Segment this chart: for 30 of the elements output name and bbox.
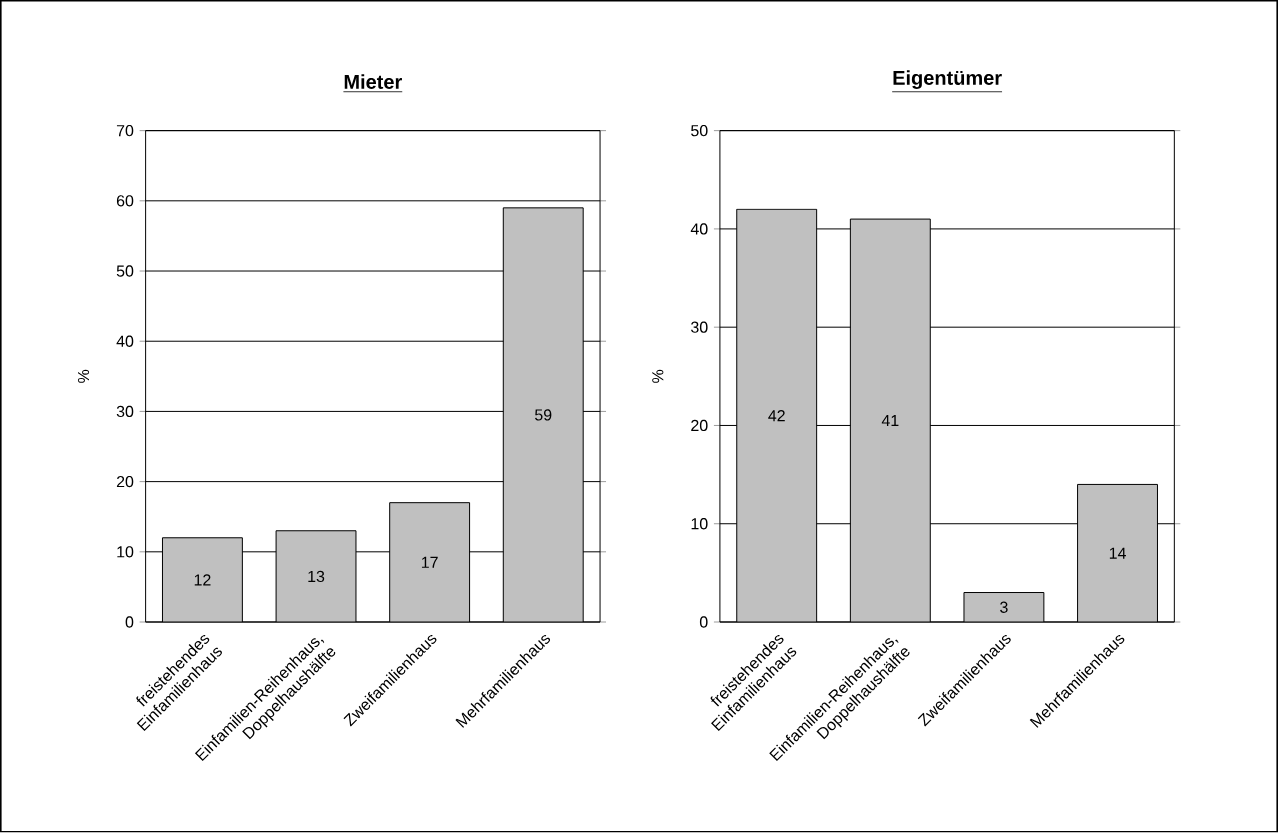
data-label: 59 bbox=[534, 409, 552, 421]
y-tick-label: 50 bbox=[691, 125, 708, 137]
y-tick-label: 40 bbox=[116, 335, 134, 348]
bar bbox=[502, 207, 584, 623]
data-label: 14 bbox=[1109, 547, 1126, 559]
y-tick-label: 30 bbox=[691, 321, 708, 334]
y-tick-label: 60 bbox=[116, 195, 134, 207]
y-tick-label: 0 bbox=[699, 616, 708, 628]
y-tick-label: 0 bbox=[125, 616, 134, 628]
y-axis-title: % bbox=[652, 370, 664, 384]
y-tick-label: 20 bbox=[116, 476, 134, 488]
y-tick-label: 40 bbox=[690, 223, 708, 235]
y-tick-label: 10 bbox=[117, 546, 134, 558]
chart-title: Eigentümer bbox=[893, 70, 1002, 90]
data-label: 17 bbox=[421, 557, 438, 569]
y-tick-label: 10 bbox=[691, 518, 708, 530]
chart-title: Mieter bbox=[344, 74, 402, 90]
y-tick-label: 70 bbox=[116, 125, 134, 137]
y-tick-label: 20 bbox=[691, 420, 708, 432]
y-tick-label: 50 bbox=[116, 265, 134, 277]
y-axis-title: % bbox=[77, 370, 90, 384]
y-tick-label: 30 bbox=[116, 405, 134, 418]
data-label: 42 bbox=[768, 410, 785, 422]
bar bbox=[275, 530, 357, 623]
bar bbox=[389, 502, 471, 623]
data-label: 12 bbox=[194, 574, 211, 586]
data-label: 3 bbox=[1000, 601, 1008, 614]
bar bbox=[161, 537, 243, 623]
data-label: 13 bbox=[308, 570, 325, 583]
data-label: 41 bbox=[881, 415, 899, 427]
